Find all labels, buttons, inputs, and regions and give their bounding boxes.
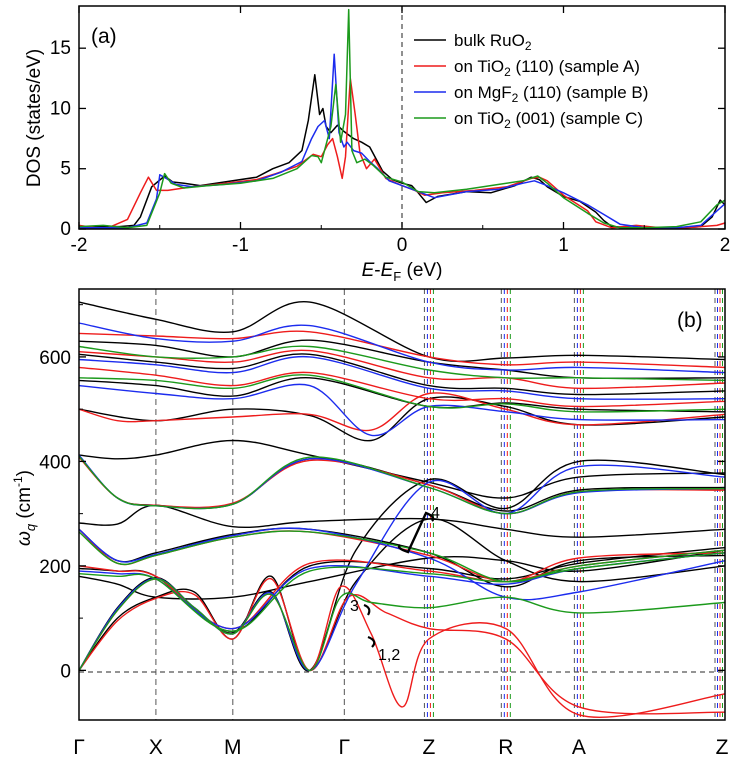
phonon-band-s2-b0 — [78, 322, 726, 374]
y-tick-label-a-3: 15 — [50, 38, 71, 59]
phonon-band-s1-b2 — [78, 366, 726, 408]
phonon-band-s2-b1 — [78, 355, 726, 400]
panel-a-dos-chart: -2 -1 0 1 2 0 5 10 15 (a) DOS (states/eV) E-EF (… — [24, 5, 730, 284]
bracket-branch-4 — [397, 511, 435, 554]
dos-line-series-0 — [79, 73, 726, 229]
x-tick-label-a-4: 2 — [720, 235, 731, 256]
x-tick-label-a-2: 0 — [397, 235, 408, 256]
phonon-band-s2-b3 — [78, 454, 726, 515]
phonon-band-s3-b4 — [78, 552, 726, 632]
phonon-band-s0-b7 — [78, 504, 726, 538]
bracket-branch-3 — [363, 603, 371, 616]
panel-b-phonon-chart: 0 200 400 600 (b) ωq (cm-1) Γ X M Γ Z R A Z 4 3 1,… — [11, 288, 729, 759]
dos-line-series-2 — [79, 53, 726, 229]
kpoint-label-6: A — [572, 736, 586, 759]
kpoint-label-5: R — [498, 736, 513, 759]
panel-a-label: (a) — [91, 25, 117, 48]
y-tick-label-b-0: 0 — [60, 661, 71, 682]
bracket-branch-12 — [367, 635, 376, 648]
legend-label-sample-c: on TiO2 (001) (sample C) — [454, 109, 643, 131]
phonon-band-s3-b1 — [78, 374, 726, 413]
kpoint-label-7: Z — [716, 736, 729, 759]
y-tick-label-a-1: 5 — [60, 159, 71, 180]
phonon-band-s3-b2 — [78, 455, 726, 515]
kpoint-label-2: M — [224, 736, 242, 759]
phonon-band-s0-b10 — [78, 549, 726, 600]
phonon-band-s1-b7 — [78, 578, 726, 718]
phonon-band-s0-b6 — [78, 455, 726, 512]
phonon-band-s3-b0 — [78, 345, 726, 382]
dos-line-series-3 — [78, 8, 726, 229]
panel-b-y-axis-title: ωq (cm-1) — [11, 470, 38, 546]
phonon-band-s0-b8 — [78, 527, 726, 588]
phonon-band-s0-b2 — [78, 353, 726, 396]
annotation-branch-4: 4 — [431, 505, 440, 522]
x-tick-label-a-1: -1 — [232, 235, 249, 256]
y-tick-label-a-2: 10 — [50, 98, 71, 119]
kpoint-label-1: X — [149, 736, 163, 759]
y-tick-label-a-0: 0 — [60, 219, 71, 240]
phonon-band-s2-b2 — [78, 383, 726, 437]
phonon-band-s2-b4 — [78, 527, 726, 601]
annotation-branch-1-2: 1,2 — [378, 647, 400, 664]
panel-b-label: (b) — [677, 309, 703, 332]
y-tick-label-b-1: 200 — [39, 557, 71, 578]
branch-annotations: 4 3 1,2 — [350, 505, 440, 664]
kpoint-label-0: Γ — [73, 736, 85, 759]
x-tick-label-a-3: 1 — [558, 235, 569, 256]
annotation-branch-3: 3 — [350, 598, 359, 615]
legend-label-sample-a: on TiO2 (110) (sample A) — [454, 57, 640, 79]
dos-legend: bulk RuO2 on TiO2 (110) (sample A) on Mg… — [414, 31, 648, 131]
phonon-band-s0-b3 — [78, 377, 726, 413]
x-tick-label-a-0: -2 — [71, 235, 88, 256]
panel-a-axis-ticks: -2 -1 0 1 2 0 5 10 15 — [50, 6, 730, 256]
panel-b-frame — [78, 288, 726, 721]
panel-a-x-axis-title: E-EF (eV) — [362, 260, 443, 284]
kpoint-label-4: Z — [423, 736, 436, 759]
phonon-band-s0-b4 — [78, 396, 726, 442]
kpoint-label-3: Γ — [339, 736, 351, 759]
dos-series-group — [78, 8, 726, 229]
phonon-band-s1-b5 — [78, 528, 726, 583]
panel-a-y-axis-title: DOS (states/eV) — [24, 49, 45, 187]
legend-label-sample-b: on MgF2 (110) (sample B) — [454, 83, 648, 105]
y-tick-label-b-3: 600 — [39, 348, 71, 369]
legend-label-bulk: bulk RuO2 — [454, 31, 532, 53]
phonon-band-s0-b0 — [78, 301, 726, 363]
phonon-band-s3-b5 — [78, 578, 726, 672]
panel-b-axis-ticks: 0 200 400 600 — [39, 304, 725, 682]
y-tick-label-b-2: 400 — [39, 452, 71, 473]
phonon-band-s1-b0 — [78, 330, 726, 369]
phonon-series-group — [78, 301, 726, 718]
phonon-band-s3-b3 — [78, 530, 726, 583]
